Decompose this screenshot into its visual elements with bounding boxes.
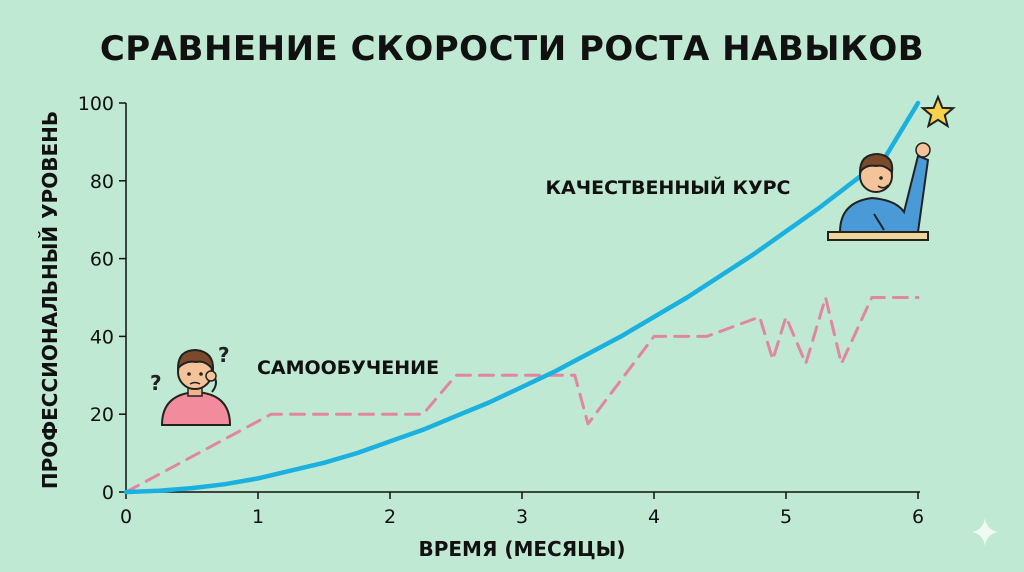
- y-tick-label: 0: [102, 482, 114, 504]
- sparkle-icon: [972, 518, 998, 546]
- x-tick-label: 1: [252, 506, 264, 528]
- y-tick-label: 60: [90, 249, 114, 271]
- x-tick-label: 5: [780, 506, 792, 528]
- x-tick-label: 2: [384, 506, 396, 528]
- x-tick-label: 6: [912, 506, 924, 528]
- raised-hand-student-icon: [827, 142, 931, 241]
- axes: [125, 103, 920, 493]
- series-line-quality-course: [123, 100, 921, 495]
- annotation-quality-course: КАЧЕСТВЕННЫЙ КУРС: [546, 176, 791, 199]
- y-tick-label: 20: [90, 404, 114, 426]
- x-tick-label: 4: [648, 506, 660, 528]
- y-axis-label: ПРОФЕССИОНАЛЬНЫЙ УРОВЕНЬ: [38, 111, 62, 489]
- y-tick-label: 100: [78, 93, 114, 115]
- chart-title: СРАВНЕНИЕ СКОРОСТИ РОСТА НАВЫКОВ: [100, 29, 924, 69]
- x-tick-label: 0: [120, 506, 132, 528]
- y-tick-label: 40: [90, 326, 114, 348]
- series-line-self-learning: [124, 296, 920, 494]
- star-icon: [920, 94, 956, 129]
- series: [123, 100, 921, 495]
- question-mark-icon: ?: [150, 371, 162, 395]
- x-axis-label: ВРЕМЯ (МЕСЯЦЫ): [418, 537, 625, 561]
- annotation-self-learning: САМООБУЧЕНИЕ: [257, 357, 439, 379]
- y-tick-label: 80: [90, 171, 114, 193]
- question-mark-icon: ?: [218, 343, 230, 367]
- x-tick-label: 3: [516, 506, 528, 528]
- thinking-person-icon: [160, 348, 232, 426]
